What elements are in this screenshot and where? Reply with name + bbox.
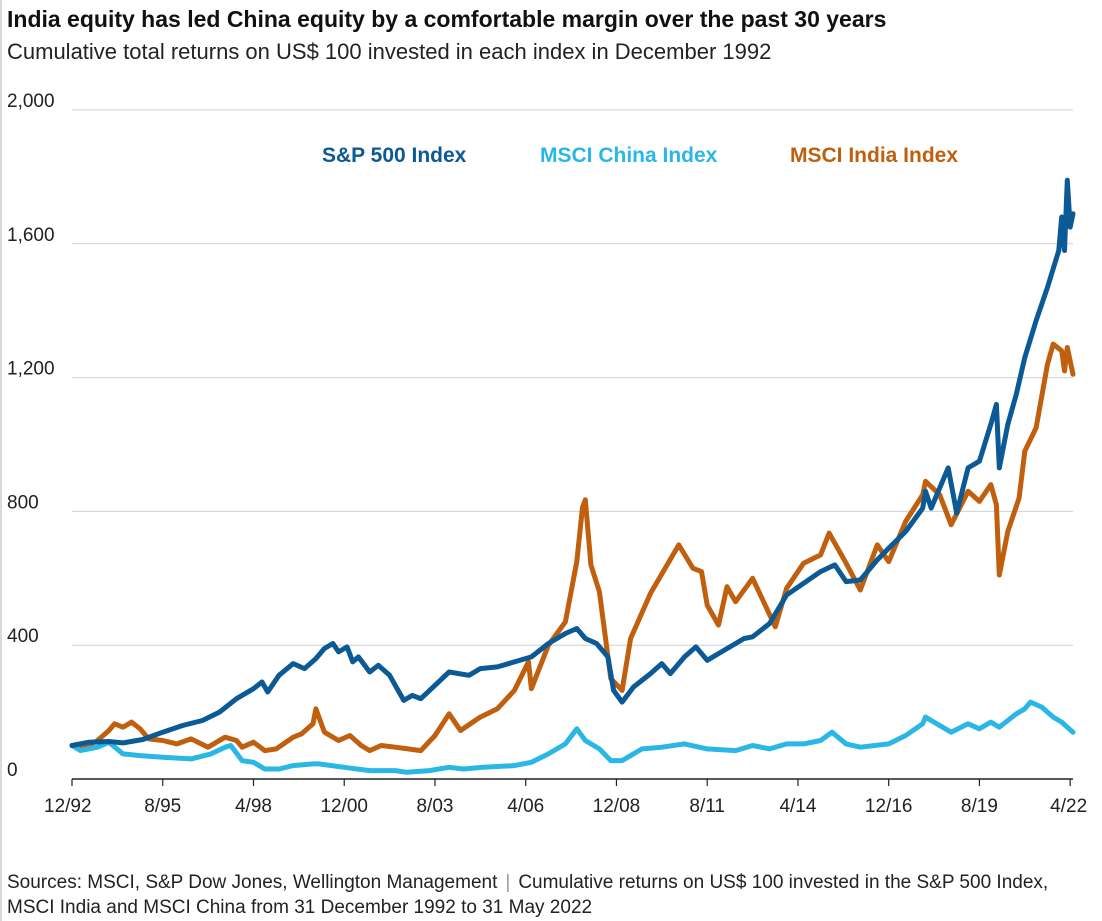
x-tick-label: 8/19	[961, 796, 998, 817]
line-chart: 0 400 800 1,200 1,600 2,000 12/92 8/95 4/98 12/0…	[7, 91, 1087, 817]
x-tick-label: 4/98	[235, 796, 272, 817]
y-tick-label: 800	[7, 492, 39, 513]
y-tick-label: 2,000	[7, 91, 55, 112]
x-tick-label: 12/08	[593, 796, 641, 817]
x-tick-label: 4/22	[1050, 796, 1087, 817]
series-lines	[69, 177, 1076, 775]
legend-label: MSCI China Index	[540, 144, 718, 167]
chart-title: India equity has led China equity by a c…	[7, 6, 887, 32]
y-tick-label: 1,200	[7, 359, 55, 380]
series-line-s-p-500-index	[69, 177, 1076, 748]
source-note: Sources: MSCI, S&P Dow Jones, Wellington…	[7, 870, 1097, 920]
x-tick-label: 4/14	[779, 796, 816, 817]
source-attribution: Sources: MSCI, S&P Dow Jones, Wellington…	[7, 872, 498, 893]
y-tick-label: 0	[7, 760, 18, 781]
y-tick-label: 1,600	[7, 225, 55, 246]
series-line-msci-china-index	[69, 699, 1076, 775]
source-separator: |	[505, 872, 511, 893]
x-tick-label: 4/06	[507, 796, 544, 817]
legend-label: MSCI India Index	[790, 144, 958, 167]
x-tick-label: 8/03	[416, 796, 453, 817]
x-tick-label: 12/16	[865, 796, 913, 817]
legend: S&P 500 Index MSCI China Index MSCI India …	[322, 144, 958, 167]
y-tick-label: 400	[7, 626, 39, 647]
x-tick-label: 8/11	[689, 796, 725, 817]
chart-subtitle: Cumulative total returns on US$ 100 inve…	[7, 39, 772, 64]
x-tick-label: 12/00	[320, 796, 368, 817]
x-axis-tick-labels: 12/92 8/95 4/98 12/00 8/03 4/06 12/08 8/11 4/14 1…	[44, 796, 1087, 817]
source-description: Cumulative returns on US$ 100 invested i…	[7, 872, 1049, 918]
left-border-rule	[0, 0, 2, 921]
x-tick-label: 12/92	[44, 796, 92, 817]
y-axis-tick-labels: 0 400 800 1,200 1,600 2,000	[7, 91, 55, 781]
series-line-msci-india-index	[69, 341, 1076, 754]
x-tick-label: 8/95	[144, 796, 181, 817]
x-axis	[71, 778, 1073, 786]
gridlines	[72, 109, 1073, 646]
legend-label: S&P 500 Index	[322, 144, 467, 167]
